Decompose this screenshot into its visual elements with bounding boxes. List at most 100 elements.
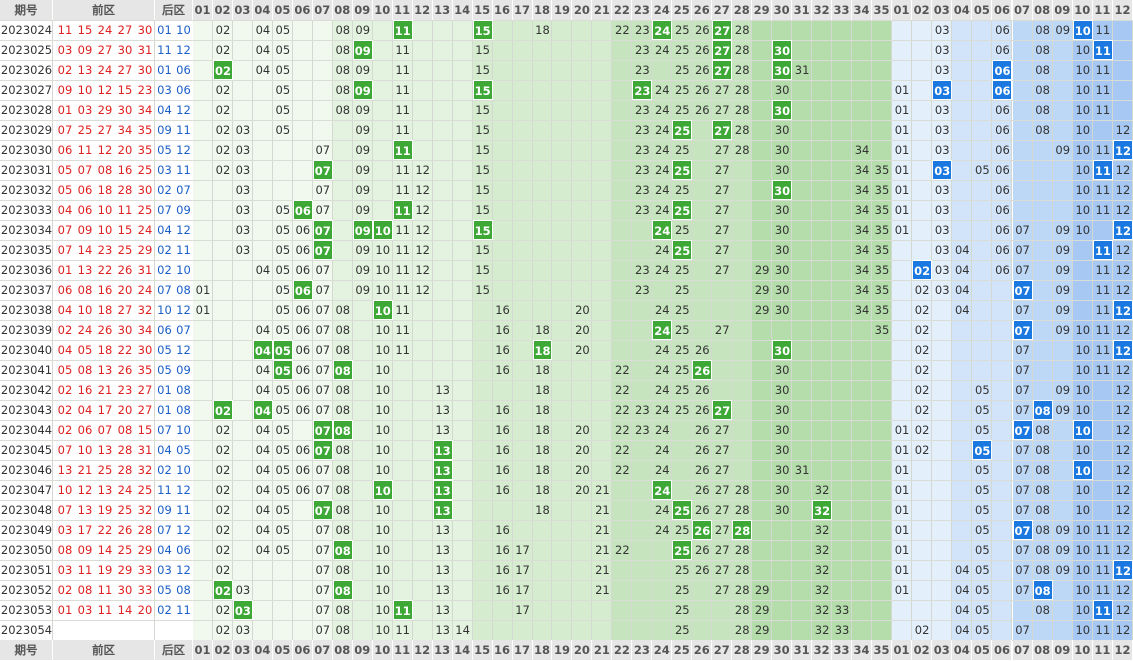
- back-cell: 10: [1075, 623, 1091, 637]
- front-cell: 11: [395, 303, 410, 317]
- back-cell: 10: [1075, 363, 1091, 377]
- issue-number: 2023047: [0, 483, 53, 497]
- front-cell: 02: [215, 443, 231, 457]
- front-column-label: 05: [272, 0, 293, 20]
- front-column-bg: [612, 20, 633, 640]
- front-hit-cell: 18: [532, 340, 553, 360]
- front-cell: 12: [415, 283, 430, 297]
- front-number: 33: [137, 563, 153, 577]
- front-number: 04: [57, 203, 73, 217]
- front-cell: 10: [375, 363, 391, 377]
- front-number: 30: [137, 183, 153, 197]
- front-number: 13: [77, 503, 93, 517]
- front-number: 10: [77, 443, 93, 457]
- back-number: 12: [176, 483, 191, 497]
- front-cell: 07: [315, 183, 331, 197]
- back-cell: 05: [975, 583, 990, 597]
- front-hit-cell: 27: [712, 20, 733, 40]
- back-cell: 01: [894, 463, 910, 477]
- issue-number: 2023034: [0, 223, 53, 237]
- front-cell: 24: [654, 103, 670, 117]
- front-number: 28: [137, 523, 153, 537]
- front-cell: 35: [874, 163, 890, 177]
- front-cell: 24: [654, 83, 670, 97]
- front-cell: 30: [774, 243, 790, 257]
- front-cell: 24: [654, 463, 670, 477]
- front-cell: 09: [355, 103, 371, 117]
- front-number: 12: [77, 483, 93, 497]
- front-number: 13: [97, 483, 113, 497]
- front-number: 13: [97, 363, 113, 377]
- back-column-label: 02: [912, 640, 933, 660]
- front-cell: 30: [774, 363, 790, 377]
- back-cell: 02: [914, 303, 930, 317]
- back-cell: 05: [975, 563, 990, 577]
- back-cell: 09: [1055, 323, 1071, 337]
- front-cell: 06: [295, 363, 311, 377]
- front-cell: 22: [615, 443, 630, 457]
- front-column-label: 06: [292, 640, 313, 660]
- back-cell: 10: [1075, 143, 1091, 157]
- front-cell: 13: [435, 423, 450, 437]
- front-number: 14: [117, 603, 133, 617]
- front-hit-cell: 09: [352, 40, 373, 60]
- front-number: 26: [117, 263, 133, 277]
- front-cell: 25: [674, 63, 690, 77]
- header-back: 后区: [155, 0, 193, 20]
- front-number: 23: [117, 383, 133, 397]
- back-number: 07: [157, 523, 172, 537]
- front-cell: 07: [315, 543, 331, 557]
- front-number: 15: [117, 83, 133, 97]
- front-cell: 11: [395, 63, 410, 77]
- front-cell: 07: [315, 403, 331, 417]
- front-number: 29: [97, 103, 113, 117]
- front-cell: 27: [714, 423, 730, 437]
- front-cell: 29: [754, 583, 770, 597]
- back-number: 03: [157, 563, 172, 577]
- back-number: 06: [176, 63, 191, 77]
- front-cell: 24: [654, 143, 670, 157]
- front-cell: 26: [694, 443, 710, 457]
- front-number: 30: [137, 23, 153, 37]
- front-cell: 27: [714, 183, 730, 197]
- back-cell: 04: [954, 263, 970, 277]
- back-cell: 07: [1015, 403, 1030, 417]
- front-number: 02: [57, 63, 73, 77]
- front-cell: 10: [375, 463, 391, 477]
- front-cell: 06: [295, 443, 311, 457]
- back-cell: 12: [1115, 623, 1131, 637]
- back-cell: 10: [1075, 123, 1091, 137]
- back-number: 12: [176, 103, 191, 117]
- front-cell: 11: [395, 243, 410, 257]
- front-number: 21: [97, 383, 113, 397]
- front-cell: 03: [235, 203, 251, 217]
- back-cell: 06: [995, 103, 1010, 117]
- front-column-bg: [732, 20, 753, 640]
- front-cell: 06: [295, 323, 311, 337]
- back-hit-cell: 05: [972, 440, 993, 460]
- back-cell: 12: [1115, 583, 1131, 597]
- front-column-label: 31: [792, 0, 813, 20]
- front-number: 03: [57, 43, 73, 57]
- back-cell: 12: [1115, 543, 1131, 557]
- back-hit-cell: 10: [1072, 420, 1093, 440]
- front-cell: 30: [774, 203, 790, 217]
- front-cell: 08: [335, 603, 351, 617]
- back-column-label: 05: [972, 0, 993, 20]
- front-hit-cell: 13: [432, 500, 453, 520]
- front-cell: 15: [475, 123, 490, 137]
- front-column-label: 21: [592, 0, 613, 20]
- front-column-bg: [292, 20, 313, 640]
- front-cell: 08: [335, 503, 351, 517]
- issue-number: 2023052: [0, 583, 53, 597]
- front-hit-cell: 10: [372, 480, 393, 500]
- front-cell: 12: [415, 183, 430, 197]
- back-cell: 10: [1075, 323, 1091, 337]
- front-cell: 23: [635, 123, 650, 137]
- front-cell: 27: [714, 583, 730, 597]
- front-cell: 28: [734, 483, 750, 497]
- back-cell: 12: [1115, 123, 1131, 137]
- front-cell: 02: [215, 603, 231, 617]
- back-number: 05: [157, 143, 172, 157]
- back-cell: 03: [934, 63, 950, 77]
